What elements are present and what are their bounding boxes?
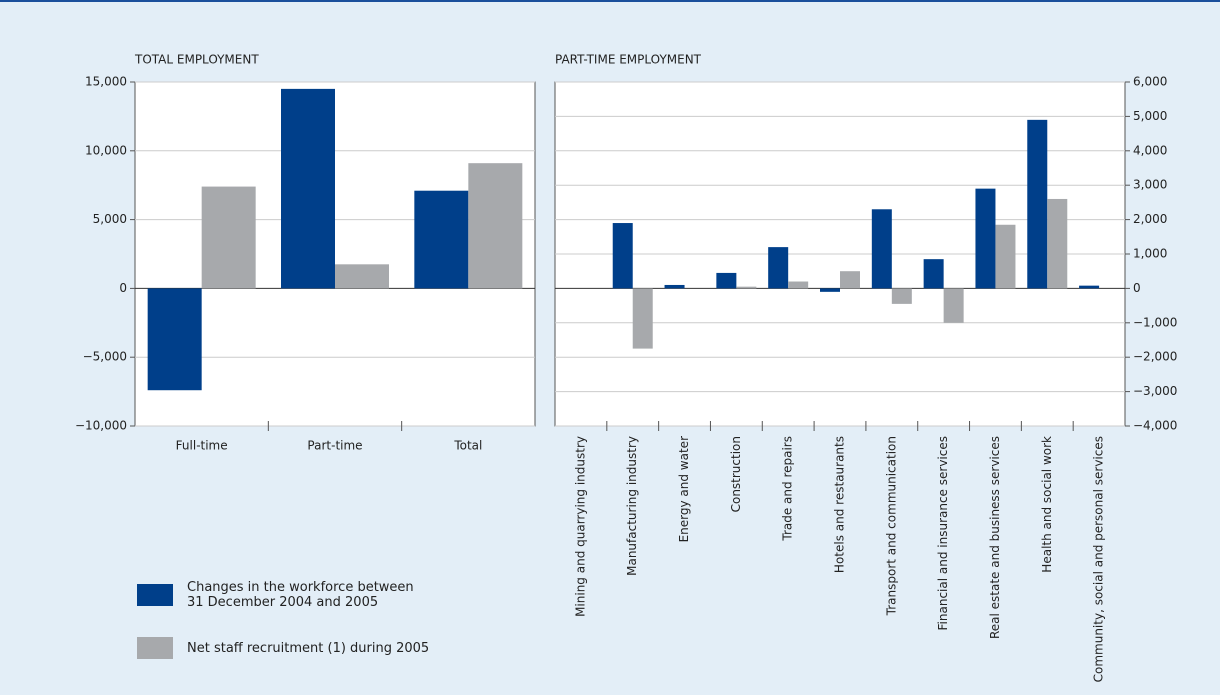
bar bbox=[612, 223, 633, 289]
bar bbox=[995, 224, 1016, 289]
x-tick-label: Transport and communication bbox=[884, 436, 898, 616]
y-tick-label: 3,000 bbox=[1133, 178, 1167, 192]
y-tick-label: 4,000 bbox=[1133, 143, 1167, 157]
y-tick-label: 0 bbox=[119, 281, 127, 295]
y-tick-label: 15,000 bbox=[85, 75, 127, 89]
x-tick-label: Construction bbox=[729, 436, 743, 512]
bar bbox=[664, 284, 685, 289]
legend-item: Net staff recruitment (1) during 2005 bbox=[137, 637, 429, 659]
chart-title: PART-TIME EMPLOYMENT bbox=[555, 53, 702, 67]
bar bbox=[201, 186, 256, 289]
chart-title: TOTAL EMPLOYMENT bbox=[134, 53, 259, 67]
y-tick-label: 10,000 bbox=[85, 143, 127, 157]
legend-label: Changes in the workforce between 31 Dece… bbox=[187, 580, 414, 610]
x-tick-label: Mining and quarrying industry bbox=[573, 436, 587, 617]
x-tick-label: Energy and water bbox=[677, 436, 691, 542]
bar bbox=[335, 264, 389, 289]
bar bbox=[788, 281, 809, 289]
x-tick-label: Trade and repairs bbox=[781, 436, 795, 542]
y-tick-label: −10,000 bbox=[75, 419, 127, 433]
x-tick-label: Health and social work bbox=[1040, 436, 1054, 573]
y-tick-label: −1,000 bbox=[1133, 315, 1177, 329]
bar bbox=[147, 288, 202, 391]
bar bbox=[840, 271, 860, 289]
bar bbox=[891, 288, 912, 304]
bar bbox=[736, 286, 757, 289]
y-tick-label: 2,000 bbox=[1133, 212, 1167, 226]
y-tick-label: 6,000 bbox=[1133, 75, 1167, 89]
bar bbox=[414, 190, 469, 289]
bar bbox=[632, 288, 653, 349]
bar bbox=[820, 288, 840, 292]
x-tick-label: Part-time bbox=[307, 439, 362, 453]
y-tick-label: 0 bbox=[1133, 281, 1141, 295]
y-tick-label: −4,000 bbox=[1133, 419, 1177, 433]
bar bbox=[871, 209, 892, 289]
bar bbox=[281, 88, 335, 289]
y-tick-label: −3,000 bbox=[1133, 384, 1177, 398]
legend-swatch bbox=[137, 584, 173, 606]
bar bbox=[943, 288, 964, 323]
legend-item: Changes in the workforce between 31 Dece… bbox=[137, 580, 457, 610]
bar bbox=[716, 272, 737, 289]
x-tick-label: Hotels and restaurants bbox=[833, 436, 847, 573]
x-tick-label: Community, social and personal services bbox=[1092, 436, 1106, 682]
x-tick-label: Full-time bbox=[176, 439, 228, 453]
y-tick-label: −5,000 bbox=[83, 350, 127, 364]
y-tick-label: 1,000 bbox=[1133, 247, 1167, 261]
bar bbox=[923, 259, 944, 289]
x-tick-label: Manufacturing industry bbox=[625, 436, 639, 576]
x-tick-label: Financial and insurance services bbox=[936, 436, 950, 630]
bar bbox=[1047, 198, 1068, 289]
x-tick-label: Total bbox=[453, 439, 482, 453]
y-tick-label: 5,000 bbox=[1133, 109, 1167, 123]
bar bbox=[975, 188, 996, 289]
bar bbox=[1027, 119, 1048, 289]
legend-label: Net staff recruitment (1) during 2005 bbox=[187, 640, 430, 656]
y-tick-label: 5,000 bbox=[93, 212, 127, 226]
bar bbox=[768, 247, 789, 289]
y-tick-label: −2,000 bbox=[1133, 350, 1177, 364]
bar bbox=[468, 163, 523, 289]
legend-swatch bbox=[137, 637, 173, 659]
x-tick-label: Real estate and business services bbox=[988, 436, 1002, 639]
bar bbox=[1079, 285, 1100, 289]
